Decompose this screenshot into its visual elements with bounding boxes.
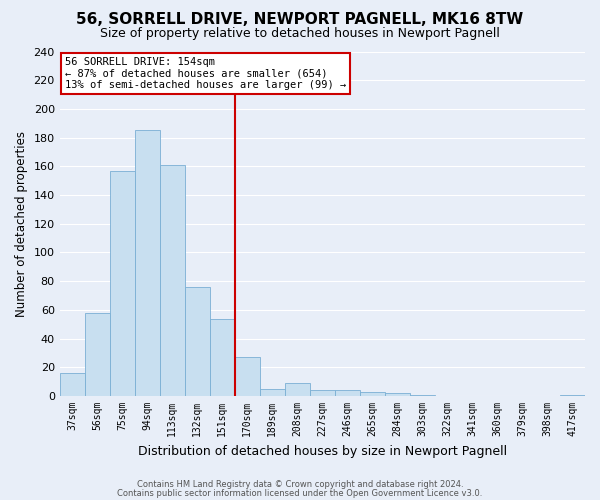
Bar bbox=[235, 358, 260, 396]
Bar bbox=[110, 170, 135, 396]
X-axis label: Distribution of detached houses by size in Newport Pagnell: Distribution of detached houses by size … bbox=[138, 444, 507, 458]
Bar bbox=[410, 394, 435, 396]
Bar bbox=[260, 389, 285, 396]
Bar bbox=[185, 287, 210, 396]
Text: 56 SORRELL DRIVE: 154sqm
← 87% of detached houses are smaller (654)
13% of semi-: 56 SORRELL DRIVE: 154sqm ← 87% of detach… bbox=[65, 56, 346, 90]
Bar bbox=[135, 130, 160, 396]
Bar bbox=[285, 383, 310, 396]
Y-axis label: Number of detached properties: Number of detached properties bbox=[15, 131, 28, 317]
Bar bbox=[160, 165, 185, 396]
Text: Contains HM Land Registry data © Crown copyright and database right 2024.: Contains HM Land Registry data © Crown c… bbox=[137, 480, 463, 489]
Bar bbox=[85, 313, 110, 396]
Bar bbox=[560, 394, 585, 396]
Text: Size of property relative to detached houses in Newport Pagnell: Size of property relative to detached ho… bbox=[100, 28, 500, 40]
Bar bbox=[385, 393, 410, 396]
Bar bbox=[210, 318, 235, 396]
Text: 56, SORRELL DRIVE, NEWPORT PAGNELL, MK16 8TW: 56, SORRELL DRIVE, NEWPORT PAGNELL, MK16… bbox=[76, 12, 524, 28]
Bar bbox=[335, 390, 360, 396]
Bar bbox=[360, 392, 385, 396]
Bar bbox=[59, 373, 85, 396]
Text: Contains public sector information licensed under the Open Government Licence v3: Contains public sector information licen… bbox=[118, 488, 482, 498]
Bar bbox=[310, 390, 335, 396]
